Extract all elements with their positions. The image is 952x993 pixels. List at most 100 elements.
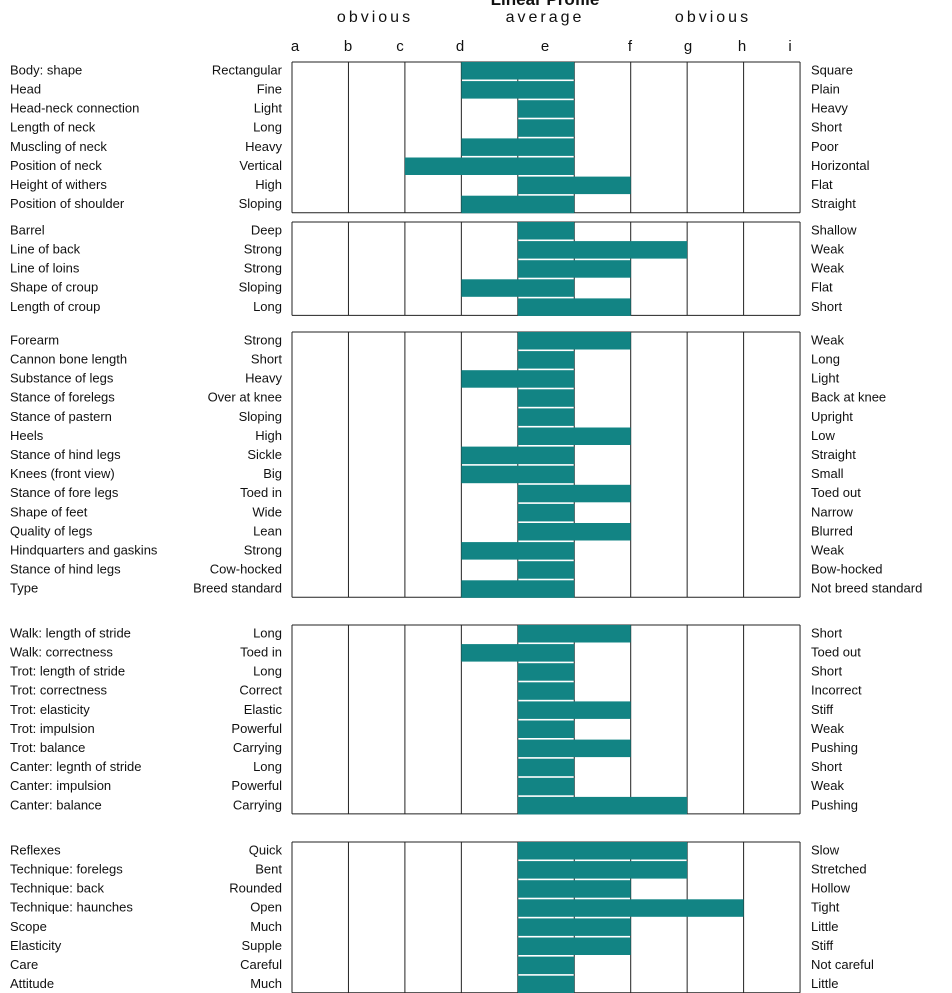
profile-bar	[517, 842, 688, 860]
profile-bar	[517, 956, 575, 975]
right-pole: Flat	[811, 280, 833, 295]
trait: Canter: balance	[10, 797, 102, 812]
right-pole: Not breed standard	[811, 581, 922, 596]
trait: Trot: balance	[10, 740, 85, 755]
profile-bar	[517, 682, 575, 700]
trait: Height of withers	[10, 177, 107, 192]
left-pole: Sickle	[247, 447, 282, 462]
trait: Knees (front view)	[10, 466, 115, 481]
right-pole: Light	[811, 371, 840, 386]
profile-bar	[517, 241, 688, 259]
trait: Trot: length of stride	[10, 664, 125, 679]
right-pole: Hollow	[811, 881, 851, 896]
right-pole: Pushing	[811, 797, 858, 812]
profile-bar	[517, 389, 575, 407]
profile-bar	[517, 625, 631, 643]
profile-bar	[517, 796, 688, 815]
trait: Reflexes	[10, 842, 61, 857]
trait: Forearm	[10, 332, 59, 347]
profile-bar	[517, 503, 575, 522]
left-pole: Toed in	[240, 645, 282, 660]
left-pole: Powerful	[231, 721, 282, 736]
profile-bar	[517, 523, 631, 541]
left-pole: Carrying	[233, 740, 282, 755]
trait: Body: shape	[10, 62, 82, 77]
trait: Head-neck connection	[10, 101, 139, 116]
right-pole: Bow-hocked	[811, 562, 883, 577]
scale-letter: c	[396, 38, 404, 55]
right-pole: Straight	[811, 196, 856, 211]
right-pole: Plain	[811, 82, 840, 97]
profile-bar	[517, 484, 631, 503]
profile-bar	[404, 157, 575, 175]
trait: Position of neck	[10, 158, 102, 173]
trait: Stance of hind legs	[10, 447, 121, 462]
right-pole: Weak	[811, 261, 844, 276]
right-pole: Pushing	[811, 740, 858, 755]
scale-letter: h	[738, 38, 746, 55]
left-pole: Big	[263, 466, 282, 481]
profile-bar	[461, 370, 575, 388]
profile-bar	[461, 644, 575, 662]
right-pole: Toed out	[811, 645, 861, 660]
right-pole: Straight	[811, 447, 856, 462]
right-pole: Weak	[811, 242, 844, 257]
right-pole: Short	[811, 664, 842, 679]
trait: Position of shoulder	[10, 196, 125, 211]
right-pole: Stiff	[811, 702, 834, 717]
trait: Cannon bone length	[10, 352, 127, 367]
right-pole: Short	[811, 299, 842, 314]
left-pole: Long	[253, 664, 282, 679]
left-pole: Strong	[244, 261, 282, 276]
title: Linear Profile	[491, 0, 600, 9]
trait: Attitude	[10, 976, 54, 991]
right-pole: Weak	[811, 543, 844, 558]
left-pole: Short	[251, 352, 282, 367]
trait: Length of neck	[10, 120, 96, 135]
right-pole: Heavy	[811, 101, 848, 116]
left-pole: Much	[250, 919, 282, 934]
profile-bar	[461, 279, 575, 297]
left-pole: Sloping	[239, 280, 282, 295]
left-pole: Breed standard	[193, 581, 282, 596]
left-pole: Long	[253, 120, 282, 135]
trait: Walk: length of stride	[10, 625, 131, 640]
left-pole: Heavy	[245, 371, 282, 386]
right-pole: Blurred	[811, 523, 853, 538]
right-pole: Stretched	[811, 862, 867, 877]
scale-letter: f	[628, 38, 633, 55]
trait: Stance of hind legs	[10, 562, 121, 577]
right-pole: Narrow	[811, 504, 854, 519]
trait: Canter: impulsion	[10, 778, 111, 793]
profile-bar	[517, 332, 631, 350]
left-pole: Strong	[244, 543, 282, 558]
scale-label: obvious	[337, 9, 413, 26]
trait: Barrel	[10, 222, 45, 237]
left-pole: Lean	[253, 523, 282, 538]
profile-bar	[461, 580, 575, 598]
trait: Trot: impulsion	[10, 721, 95, 736]
left-pole: Over at knee	[208, 390, 282, 405]
left-pole: Vertical	[239, 158, 282, 173]
profile-bar	[461, 138, 575, 156]
trait: Technique: back	[10, 881, 104, 896]
trait: Substance of legs	[10, 371, 114, 386]
profile-bar	[517, 663, 575, 681]
right-pole: Back at knee	[811, 390, 886, 405]
trait: Shape of croup	[10, 280, 98, 295]
right-pole: Toed out	[811, 485, 861, 500]
right-pole: Upright	[811, 409, 853, 424]
profile-bar	[517, 861, 688, 879]
left-pole: High	[255, 428, 282, 443]
scale-letter: d	[456, 38, 464, 55]
right-pole: Not careful	[811, 957, 874, 972]
trait: Length of croup	[10, 299, 100, 314]
trait: Technique: haunches	[10, 900, 133, 915]
right-pole: Slow	[811, 842, 840, 857]
left-pole: Toed in	[240, 485, 282, 500]
profile-bar	[517, 720, 575, 738]
trait: Trot: correctness	[10, 683, 108, 698]
profile-bar	[461, 81, 575, 99]
profile-bar	[517, 899, 744, 917]
